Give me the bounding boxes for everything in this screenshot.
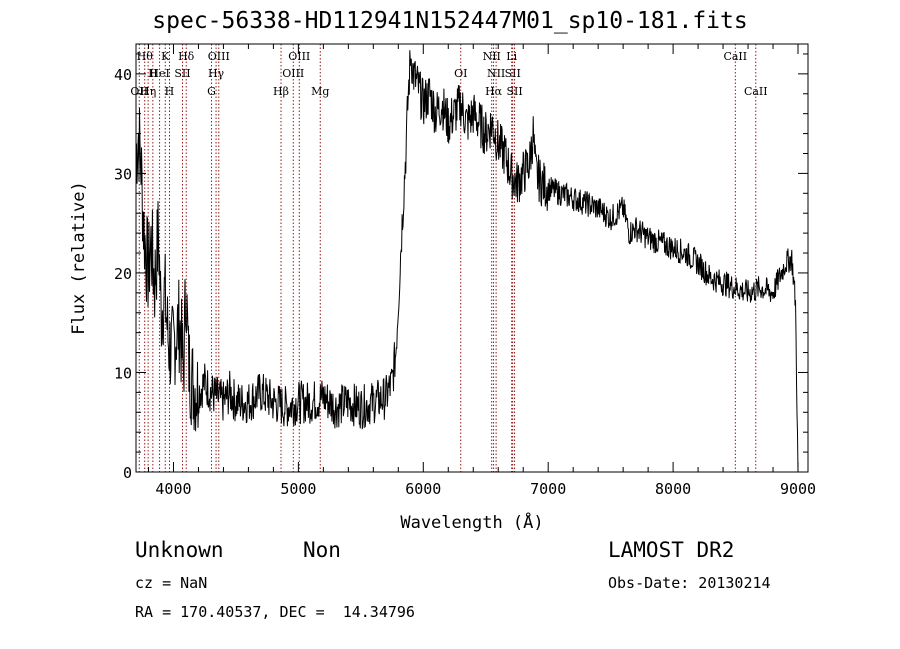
y-tick-label-40: 40 xyxy=(114,66,132,84)
line-label-6: H xyxy=(165,85,175,98)
y-axis-label: Flux (relative) xyxy=(69,181,89,335)
spectral-line-labels: OIIHθHηHHeIKHSIIHδGHγOIIIHβOIIIOIIIMgOIN… xyxy=(130,50,767,98)
line-label-5: K xyxy=(161,50,170,63)
coordinates: RA = 170.40537, DEC = 14.34796 xyxy=(135,603,415,621)
line-label-17: NII xyxy=(483,50,501,63)
x-tick-label-7000: 7000 xyxy=(530,480,566,498)
line-label-3: H xyxy=(148,67,158,80)
line-label-10: Hγ xyxy=(208,67,225,80)
line-label-11: OIII xyxy=(208,50,230,63)
y-tick-label-10: 10 xyxy=(114,364,132,382)
line-label-4: HeI xyxy=(149,67,169,80)
line-label-24: CaII xyxy=(744,85,768,98)
axes: 4000 5000 6000 7000 8000 9000 0 10 20 30 40 Wavelen… xyxy=(69,43,816,533)
line-label-23: CaII xyxy=(723,50,747,63)
line-label-21: SII xyxy=(505,67,521,80)
x-tick-label-5000: 5000 xyxy=(280,480,316,498)
observation-date: Obs-Date: 20130214 xyxy=(608,574,771,592)
line-label-8: Hδ xyxy=(178,50,195,63)
line-label-2: Hη xyxy=(140,85,156,98)
y-tick-label-0: 0 xyxy=(123,464,132,482)
plot-frame xyxy=(135,43,809,473)
spectrum-line-0 xyxy=(135,50,799,473)
x-tick-label-4000: 4000 xyxy=(155,480,191,498)
line-label-22: SII xyxy=(506,85,522,98)
redshift-cz: cz = NaN xyxy=(135,574,208,592)
line-label-14: OIII xyxy=(288,50,310,63)
spectrum-chart: OIIHθHηHHeIKHSIIHδGHγOIIIHβOIIIOIIIMgOIN… xyxy=(69,43,816,533)
line-label-1: Hθ xyxy=(137,50,154,63)
line-label-7: SII xyxy=(174,67,190,80)
y-tick-label-30: 30 xyxy=(114,165,132,183)
line-label-16: OI xyxy=(454,67,467,80)
object-subclass: Non xyxy=(303,538,341,562)
x-tick-label-9000: 9000 xyxy=(780,480,816,498)
line-label-19: NII xyxy=(487,67,505,80)
y-tick-label-20: 20 xyxy=(114,265,132,283)
x-axis-label: Wavelength (Å) xyxy=(400,511,543,533)
line-label-9: G xyxy=(207,85,216,98)
line-label-0: OII xyxy=(130,85,148,98)
line-label-18: Hα xyxy=(485,85,503,98)
spectrum-series xyxy=(135,50,799,473)
object-class: Unknown xyxy=(135,538,224,562)
line-label-20: Li xyxy=(506,50,517,63)
survey-name: LAMOST DR2 xyxy=(608,538,735,562)
chart-title: spec-56338-HD112941N152447M01_sp10-181.f… xyxy=(152,8,748,34)
line-label-12: Hβ xyxy=(273,85,289,98)
line-label-13: OIII xyxy=(282,67,304,80)
x-tick-label-8000: 8000 xyxy=(655,480,691,498)
x-tick-label-6000: 6000 xyxy=(405,480,441,498)
line-label-15: Mg xyxy=(311,85,329,98)
